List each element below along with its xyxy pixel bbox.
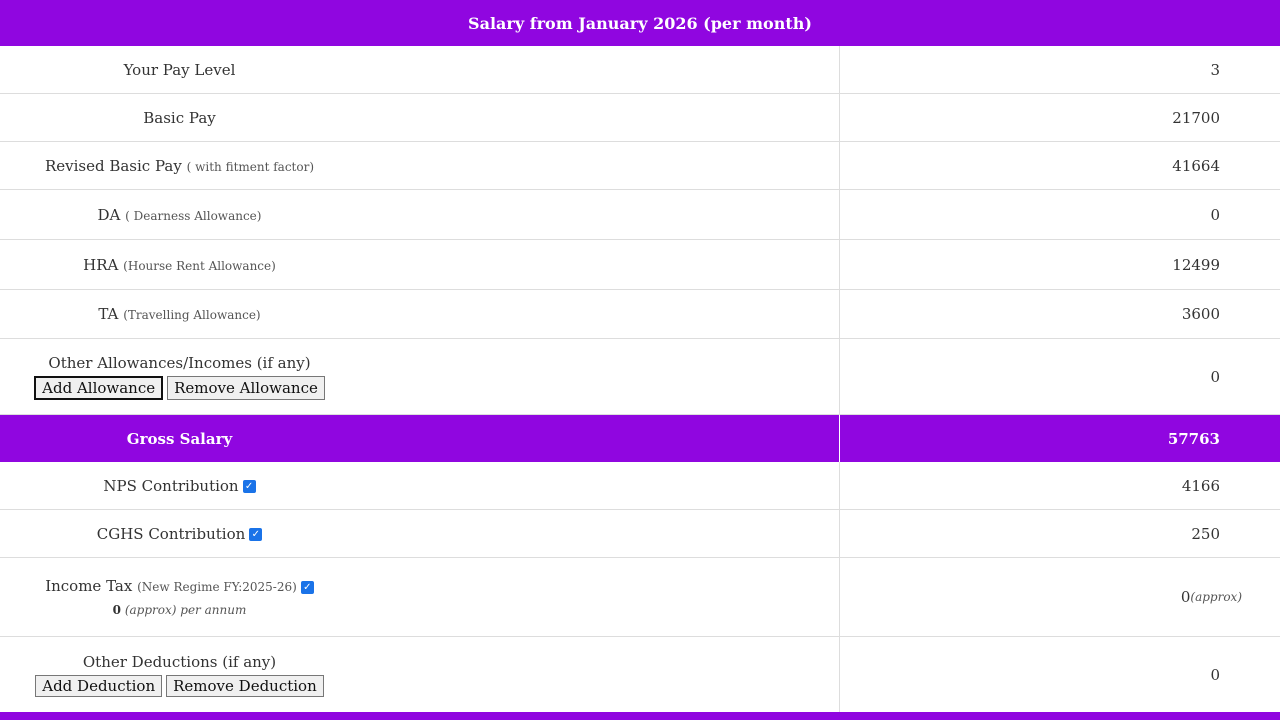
nps-value: 4166 [1181,476,1220,495]
other-deductions-label: Other Deductions (if any) [82,652,277,671]
row-note: (Hourse Rent Allowance) [123,258,276,273]
row-label: Basic Pay [143,108,216,127]
nps-label: NPS Contribution [103,476,239,495]
row-value: 41664 [1172,156,1220,175]
row-value: 21700 [1172,108,1220,127]
income-tax-row: Income Tax (New Regime FY:2025-26) ✓ 0 (a… [0,558,1280,637]
row-value: 3600 [1181,305,1220,323]
gross-salary-label: Gross Salary [0,415,840,462]
other-allowances-row: Other Allowances/Incomes (if any) Add Al… [0,339,1280,415]
table-title: Salary from January 2026 (per month) [0,0,1280,46]
table-row: TA (Travelling Allowance) 3600 [0,290,1280,339]
row-note: ( with fitment factor) [186,159,315,174]
row-label: HRA [83,255,119,274]
cghs-checkbox[interactable]: ✓ [249,528,263,541]
cghs-label: CGHS Contribution [96,524,246,543]
income-tax-note: (New Regime FY:2025-26) [137,580,297,594]
other-deductions-value: 0 [1210,665,1220,684]
add-deduction-button[interactable]: Add Deduction [35,674,163,697]
row-value: 12499 [1172,255,1220,274]
row-note: ( Dearness Allowance) [125,208,262,223]
row-note: (Travelling Allowance) [123,308,261,322]
gross-salary-row: Gross Salary 57763 [0,415,1280,462]
nps-checkbox[interactable]: ✓ [242,480,256,493]
nps-row: NPS Contribution ✓ 4166 [0,462,1280,510]
row-label: DA [97,205,121,224]
remove-deduction-button[interactable]: Remove Deduction [166,674,324,697]
add-allowance-button[interactable]: Add Allowance [34,375,164,400]
table-row: Revised Basic Pay ( with fitment factor)… [0,142,1280,190]
table-row: Basic Pay 21700 [0,94,1280,142]
remove-allowance-button[interactable]: Remove Allowance [167,375,325,400]
row-value: 3 [1210,60,1220,79]
income-tax-label: Income Tax [45,577,133,595]
footer-bar [0,712,1280,720]
table-row: Your Pay Level 3 [0,46,1280,94]
table-row: DA ( Dearness Allowance) 0 [0,190,1280,240]
other-allowances-value: 0 [1210,367,1220,386]
gross-salary-value: 57763 [1167,429,1220,448]
row-label: Revised Basic Pay [44,156,182,175]
row-label: Your Pay Level [123,60,236,79]
income-tax-checkbox[interactable]: ✓ [300,580,314,594]
table-row: HRA (Hourse Rent Allowance) 12499 [0,240,1280,290]
row-value: 0 [1210,205,1220,224]
cghs-value: 250 [1191,524,1220,543]
other-allowances-label: Other Allowances/Incomes (if any) [48,353,311,372]
row-label: TA [98,305,119,323]
income-tax-annual: 0 [112,603,122,617]
income-tax-value-note: (approx) [1190,590,1242,604]
income-tax-annual-note: (approx) per annum [124,603,247,617]
cghs-row: CGHS Contribution ✓ 250 [0,510,1280,558]
other-deductions-row: Other Deductions (if any) Add Deduction … [0,637,1280,712]
income-tax-value: 0 [1180,588,1191,606]
